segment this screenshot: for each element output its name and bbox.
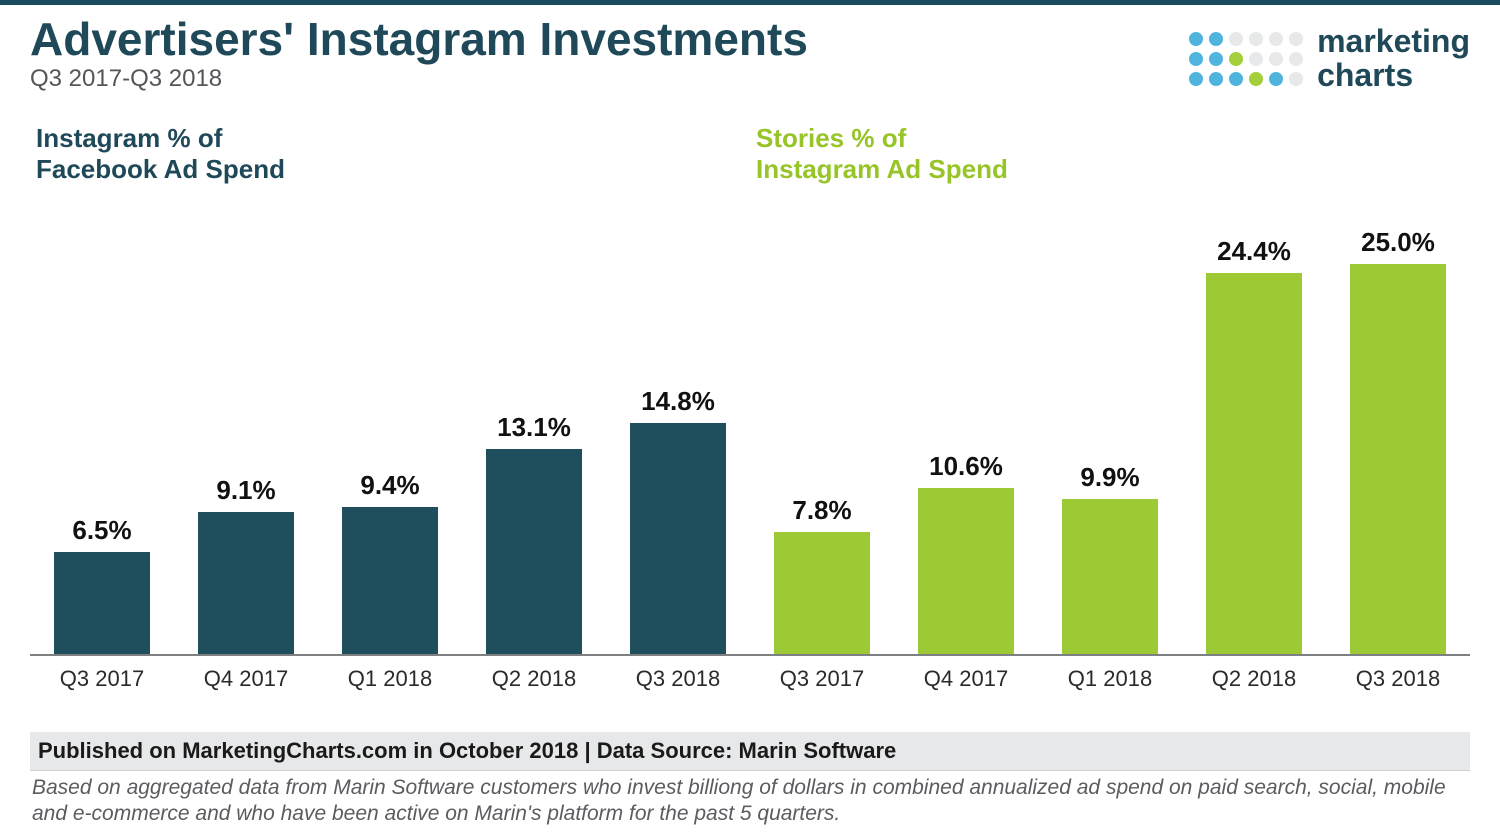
bar-value-label: 14.8% [641, 386, 715, 417]
bar [486, 449, 583, 653]
logo-text-line1: marketing [1317, 25, 1470, 59]
bar [1062, 499, 1159, 653]
bar [54, 552, 151, 653]
logo-dot-icon [1269, 32, 1283, 46]
logo-dot-icon [1269, 52, 1283, 66]
bar-value-label: 7.8% [792, 495, 851, 526]
logo-dot-icon [1189, 32, 1203, 46]
bar-value-label: 10.6% [929, 451, 1003, 482]
chart-plot-area: Instagram % ofFacebook Ad Spend 6.5% 9.1% 9… [30, 93, 1470, 691]
logo-dot-icon [1269, 72, 1283, 86]
x-axis-labels: Q3 2017Q4 2017Q1 2018Q2 2018Q3 2018 [30, 656, 750, 692]
bar [630, 423, 727, 654]
x-axis-label: Q4 2017 [894, 666, 1038, 692]
logo-dot-icon [1289, 72, 1303, 86]
bar-value-label: 13.1% [497, 412, 571, 443]
bars-row: 7.8% 10.6% 9.9% 24.4% 25.0% [750, 194, 1470, 656]
logo-dot-icon [1289, 32, 1303, 46]
logo-dot-icon [1229, 52, 1243, 66]
chart-group: Instagram % ofFacebook Ad Spend 6.5% 9.1% 9… [30, 123, 750, 691]
bar-column: 9.1% [174, 475, 318, 654]
bar-column: 6.5% [30, 515, 174, 653]
header: Advertisers' Instagram Investments Q3 20… [30, 5, 1470, 93]
chart-title: Advertisers' Instagram Investments [30, 15, 808, 63]
logo-dot-icon [1229, 72, 1243, 86]
bar [342, 507, 439, 654]
logo-dot-icon [1189, 72, 1203, 86]
bar-column: 25.0% [1326, 227, 1470, 654]
bar-value-label: 24.4% [1217, 236, 1291, 267]
bar [1206, 273, 1303, 654]
bar-column: 7.8% [750, 495, 894, 654]
logo-dot-icon [1249, 32, 1263, 46]
chart-subtitle: Q3 2017-Q3 2018 [30, 65, 808, 93]
x-axis-label: Q2 2018 [1182, 666, 1326, 692]
logo-text: marketing charts [1317, 25, 1470, 92]
bars-row: 6.5% 9.1% 9.4% 13.1% 14.8% [30, 194, 750, 656]
bar [774, 532, 871, 654]
logo-text-line2: charts [1317, 59, 1470, 93]
logo-dot-icon [1209, 52, 1223, 66]
logo-dots-icon [1189, 32, 1303, 86]
x-axis-label: Q3 2017 [750, 666, 894, 692]
bar-value-label: 9.1% [216, 475, 275, 506]
logo-dot-icon [1289, 52, 1303, 66]
footer: Published on MarketingCharts.com in Octo… [30, 732, 1470, 828]
logo-dot-icon [1229, 32, 1243, 46]
logo-dot-icon [1249, 52, 1263, 66]
x-axis-label: Q4 2017 [174, 666, 318, 692]
x-axis-labels: Q3 2017Q4 2017Q1 2018Q2 2018Q3 2018 [750, 656, 1470, 692]
bar [918, 488, 1015, 653]
bar [198, 512, 295, 654]
bar-column: 14.8% [606, 386, 750, 654]
bar-column: 9.9% [1038, 462, 1182, 653]
x-axis-label: Q3 2018 [1326, 666, 1470, 692]
series-label: Stories % ofInstagram Ad Spend [756, 123, 1470, 185]
publication-line: Published on MarketingCharts.com in Octo… [30, 732, 1470, 771]
logo-dot-icon [1209, 72, 1223, 86]
x-axis-label: Q3 2018 [606, 666, 750, 692]
bar-column: 13.1% [462, 412, 606, 653]
logo-dot-icon [1249, 72, 1263, 86]
footer-note: Based on aggregated data from Marin Soft… [30, 771, 1470, 828]
bar-value-label: 25.0% [1361, 227, 1435, 258]
marketingcharts-logo: marketing charts [1189, 15, 1470, 92]
x-axis-label: Q1 2018 [318, 666, 462, 692]
bar-value-label: 6.5% [72, 515, 131, 546]
bar [1350, 264, 1447, 654]
bar-value-label: 9.9% [1080, 462, 1139, 493]
x-axis-label: Q2 2018 [462, 666, 606, 692]
chart-group: Stories % ofInstagram Ad Spend 7.8% 10.6% 9… [750, 123, 1470, 691]
bar-column: 24.4% [1182, 236, 1326, 654]
logo-dot-icon [1189, 52, 1203, 66]
bar-column: 10.6% [894, 451, 1038, 653]
x-axis-label: Q1 2018 [1038, 666, 1182, 692]
bar-value-label: 9.4% [360, 470, 419, 501]
chart-container: Advertisers' Instagram Investments Q3 20… [0, 0, 1500, 835]
x-axis-label: Q3 2017 [30, 666, 174, 692]
title-block: Advertisers' Instagram Investments Q3 20… [30, 15, 808, 93]
bar-column: 9.4% [318, 470, 462, 654]
series-label: Instagram % ofFacebook Ad Spend [36, 123, 750, 185]
logo-dot-icon [1209, 32, 1223, 46]
